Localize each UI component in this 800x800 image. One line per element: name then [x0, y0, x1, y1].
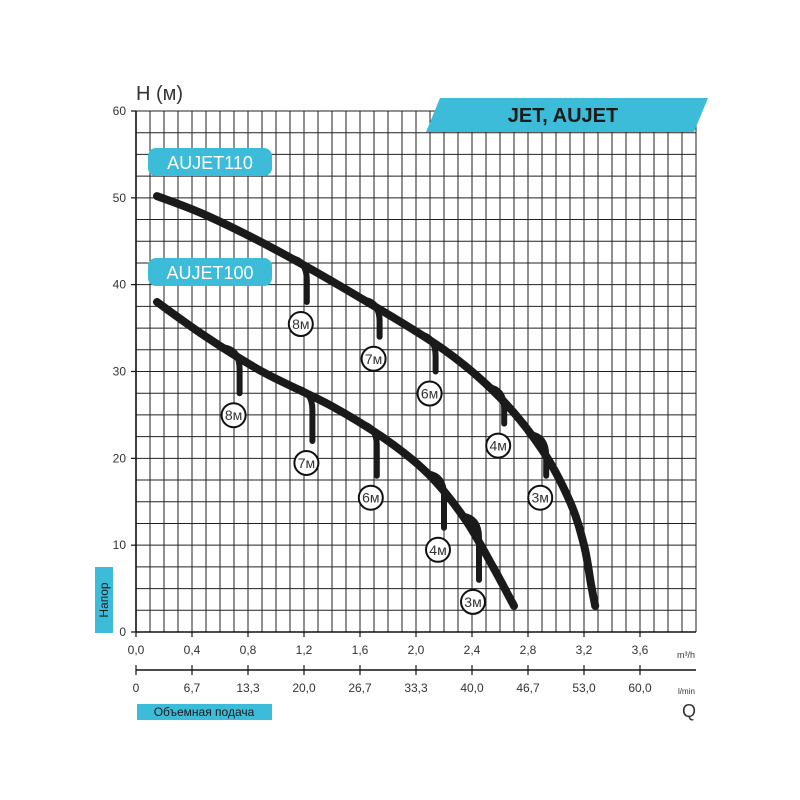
branch-label-text: 6м	[362, 490, 379, 506]
series-aujet100: 8м 7м 6м 4м 3м AUJET100	[148, 258, 518, 615]
branch-label-text: 3м	[464, 594, 481, 610]
branch-curve	[357, 420, 380, 479]
x-tick-label: 0,0	[128, 643, 145, 657]
branch-curve	[484, 383, 508, 427]
x-unit-m3h: m³/h	[677, 650, 695, 660]
x-tick-label: 1,2	[296, 643, 313, 657]
x-tick-label: 1,6	[352, 643, 369, 657]
branch-label: 6м	[416, 380, 443, 407]
x2-side-label-bg	[137, 704, 272, 720]
banner: JET, AUJET	[426, 98, 708, 132]
y-axis-title: H (м)	[136, 83, 183, 105]
branch-curve	[287, 254, 310, 306]
branch-curve	[415, 331, 439, 375]
branch-label-text: 7м	[365, 351, 382, 367]
x2-side-label: Объемная подача	[137, 704, 272, 720]
y-tick-label: 30	[113, 365, 127, 379]
y-side-label-bg	[95, 567, 113, 633]
branch-label: 7м	[360, 345, 387, 372]
branch-label-circle	[527, 484, 554, 511]
branch-curve	[526, 431, 550, 479]
y-tick-label: 20	[113, 451, 127, 465]
branch-label-text: 4м	[489, 438, 506, 454]
x2-tick-label: 26,7	[348, 681, 372, 695]
x-tick-label: 0,8	[240, 643, 257, 657]
series-badge-text: AUJET110	[167, 153, 253, 173]
grid	[135, 110, 697, 633]
branch-label-text: 4м	[429, 542, 446, 558]
banner-background	[426, 98, 708, 132]
branch-curve	[292, 385, 316, 444]
series-badge-bg	[148, 258, 272, 286]
series-badge: AUJET100	[148, 258, 272, 286]
branch-label: 8м	[220, 402, 247, 429]
branch-label: 8м	[287, 311, 314, 338]
y-side-label: Напор	[95, 567, 113, 633]
branch-curve	[219, 344, 243, 397]
x2-tick-label: 40,0	[460, 681, 484, 695]
branch-label: 6м	[357, 484, 384, 511]
x2-tick-label: 46,7	[516, 681, 540, 695]
banner-title: JET, AUJET	[508, 105, 618, 127]
x2-tick-label: 60,0	[628, 681, 652, 695]
branch-label-circle	[416, 380, 443, 407]
y-tick-label: 40	[113, 278, 127, 292]
branch-label: 3м	[460, 588, 486, 615]
x2-tick-label: 13,3	[236, 681, 260, 695]
x-tick-label: 2,8	[520, 643, 537, 657]
series-badge-text: AUJET100	[166, 263, 253, 283]
branch-curve	[359, 296, 383, 340]
curves: 8м 7м 6м 4м 3м AUJET110 8м 7м 6м 4м 3м AUJET100	[148, 148, 600, 615]
branch-label-text: 6м	[421, 386, 438, 402]
x2-unit-lmin: l/min	[678, 687, 695, 696]
x-tick-label: 3,6	[632, 643, 649, 657]
branch-label: 7м	[293, 449, 320, 476]
x-tick-label: 3,2	[576, 643, 593, 657]
branch-label-circle	[460, 588, 486, 615]
branch-label-circle	[425, 536, 451, 563]
tick-labels: 0 10 20 30 40 50 60 0,0 0,4 0,8 1,2 1,6 2,0 2,4 2,8 3,2…	[113, 104, 652, 695]
branch-label-text: 3м	[531, 490, 548, 506]
x2-tick-label: 53,0	[572, 681, 596, 695]
branch-label-circle	[485, 432, 512, 459]
branch-label-circle	[360, 345, 387, 372]
branch-curve	[459, 512, 482, 583]
x2-side-label-text: Объемная подача	[154, 705, 255, 719]
branch-label: 4м	[485, 432, 512, 459]
branch-label-circle	[293, 449, 320, 476]
branch-label-text: 7м	[298, 455, 315, 471]
branch-label-circle	[220, 402, 247, 429]
branch-label: 3м	[527, 484, 554, 511]
branch-label-text: 8м	[292, 316, 309, 332]
y-side-label-text: Напор	[97, 582, 111, 618]
branch-curve	[424, 470, 447, 531]
branch-label-circle	[357, 484, 384, 511]
series-badge-bg	[148, 148, 272, 176]
branch-label: 4м	[425, 536, 451, 563]
branch-label-text: 8м	[225, 407, 242, 423]
x2-tick-label: 6,7	[184, 681, 201, 695]
y-tick-label: 50	[113, 191, 127, 205]
y-tick-label: 60	[113, 104, 127, 118]
curve-aujet110	[153, 192, 600, 610]
x-tick-label: 2,4	[464, 643, 481, 657]
y-tick-label: 10	[113, 538, 127, 552]
x2-axis-symbol: Q	[682, 701, 696, 721]
x-tick-label: 0,4	[184, 643, 201, 657]
x-tick-label: 2,0	[408, 643, 425, 657]
x2-tick-label: 0	[133, 681, 140, 695]
series-aujet110: 8м 7м 6м 4м 3м AUJET110	[148, 148, 600, 610]
y-tick-label: 0	[119, 625, 126, 639]
series-badge: AUJET110	[148, 148, 272, 176]
x2-tick-label: 20,0	[292, 681, 316, 695]
curve-aujet100	[153, 298, 518, 610]
branch-label-circle	[287, 311, 314, 338]
x2-tick-label: 33,3	[404, 681, 428, 695]
